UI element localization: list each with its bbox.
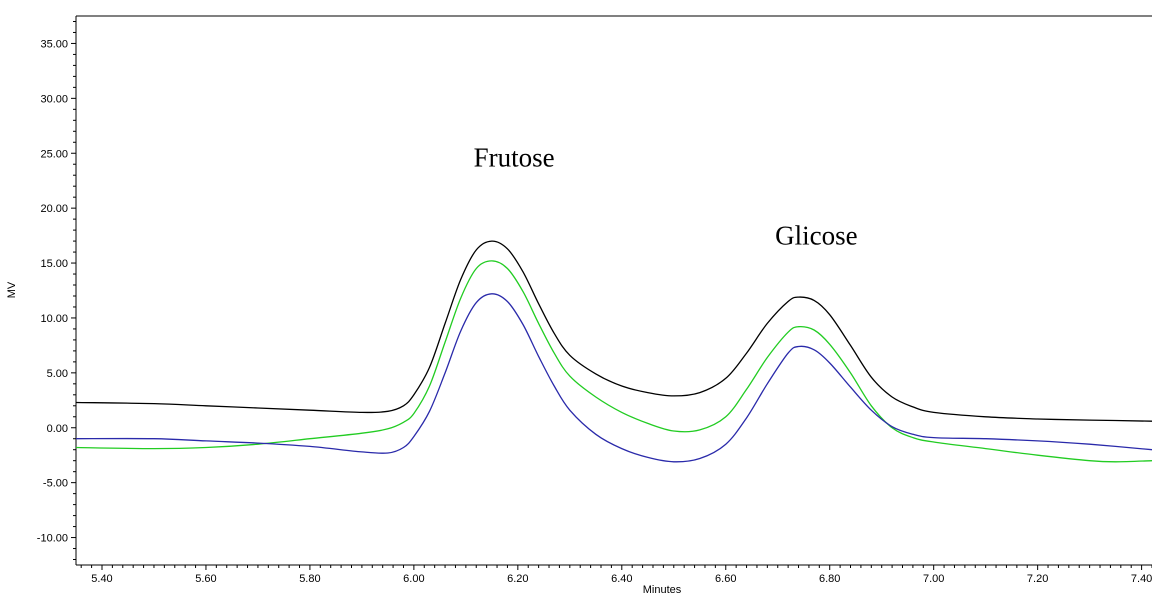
x-tick-label: 6.60 bbox=[715, 573, 736, 585]
x-ticks: 5.40 5.60 5.80 6.00 6.20 6.40 6.60 6.80 7.00 7.20… bbox=[91, 565, 1152, 585]
x-tick-label: 5.80 bbox=[299, 573, 320, 585]
y-tick-label: 20.00 bbox=[40, 203, 68, 215]
x-tick-label: 6.40 bbox=[611, 573, 632, 585]
x-minor-ticks bbox=[80, 565, 1152, 568]
x-tick-label: 6.00 bbox=[403, 573, 424, 585]
peak-label: Glicose bbox=[775, 220, 857, 250]
peak-label: Frutose bbox=[474, 142, 555, 172]
x-tick-label: 7.40 bbox=[1131, 573, 1152, 585]
y-tick-label: 10.00 bbox=[40, 313, 68, 325]
x-tick-label: 6.20 bbox=[507, 573, 528, 585]
y-tick-label: 0.00 bbox=[47, 423, 68, 435]
x-tick-label: 5.40 bbox=[91, 573, 112, 585]
y-tick-label: 30.00 bbox=[40, 93, 68, 105]
x-tick-label: 5.60 bbox=[195, 573, 216, 585]
y-tick-label: 35.00 bbox=[40, 38, 68, 50]
series-lines bbox=[75, 240, 1152, 463]
series-line-3 bbox=[75, 293, 1152, 463]
series-line-2 bbox=[75, 260, 1152, 463]
y-tick-label: -10.00 bbox=[37, 533, 68, 545]
y-tick-label: 15.00 bbox=[40, 258, 68, 270]
y-axis-title: MV bbox=[6, 281, 18, 298]
series-line-1 bbox=[75, 240, 1152, 422]
y-tick-label: 25.00 bbox=[40, 148, 68, 160]
x-axis-title: Minutes bbox=[643, 584, 682, 596]
plot-area bbox=[75, 15, 1152, 566]
y-tick-label: -5.00 bbox=[43, 478, 68, 490]
y-tick-label: 5.00 bbox=[47, 368, 68, 380]
peak-annotations: Frutose Glicose bbox=[474, 142, 858, 250]
y-ticks: -10.00 -5.00 0.00 5.00 10.00 15.00 20.00 25.00 3… bbox=[37, 38, 76, 545]
y-minor-ticks bbox=[73, 20, 76, 561]
x-tick-label: 7.20 bbox=[1027, 573, 1048, 585]
x-tick-label: 7.00 bbox=[923, 573, 944, 585]
x-tick-label: 6.80 bbox=[819, 573, 840, 585]
